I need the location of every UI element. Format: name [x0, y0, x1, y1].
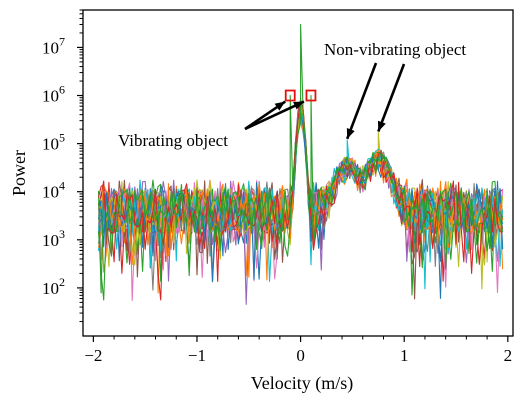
annotation-vibrating-object: Vibrating object [118, 131, 228, 150]
series-layer [99, 25, 503, 305]
y-tick-label: 105 [42, 131, 65, 154]
non-vibrating-arrow-head [378, 121, 386, 132]
y-tick-label: 103 [42, 227, 65, 250]
x-tick-label: −1 [188, 346, 206, 365]
x-tick-label: −2 [84, 346, 102, 365]
x-tick-label: 0 [296, 346, 305, 365]
non-vibrating-arrow-shaft [347, 63, 376, 139]
annotation-layer: Vibrating object Non-vibrating object [118, 40, 466, 150]
x-axis: −2 −1 0 1 2 [84, 336, 512, 365]
non-vibrating-arrow-shaft [378, 64, 404, 132]
x-tick-label: 2 [504, 346, 513, 365]
non-vibrating-arrow-head [347, 128, 355, 139]
y-axis: 102 103 104 105 106 107 [42, 10, 83, 322]
x-tick-label: 1 [400, 346, 409, 365]
y-axis-label: Power [9, 150, 29, 196]
annotation-non-vibrating-object: Non-vibrating object [324, 40, 466, 59]
y-tick-label: 104 [42, 179, 65, 202]
y-tick-label: 106 [42, 83, 65, 106]
y-tick-label: 107 [42, 34, 65, 57]
x-axis-label: Velocity (m/s) [251, 373, 353, 394]
y-tick-label: 102 [42, 275, 65, 298]
